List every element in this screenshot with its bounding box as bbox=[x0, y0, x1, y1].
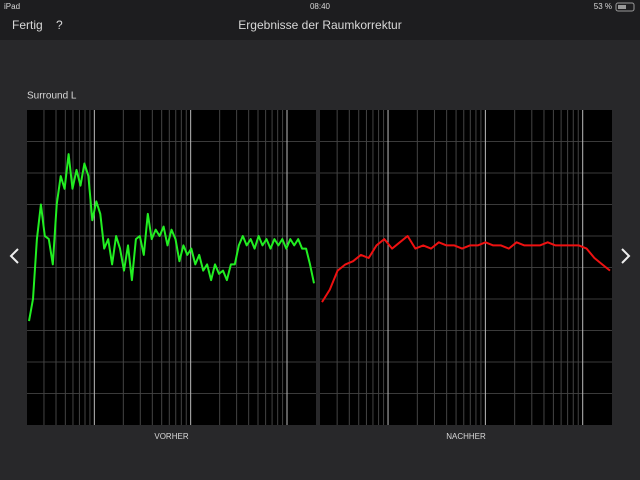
chart-label: VORHER bbox=[154, 432, 188, 441]
top-bar bbox=[0, 0, 640, 40]
next-arrow[interactable] bbox=[621, 248, 631, 264]
battery-icon bbox=[615, 2, 635, 12]
nav-title: Ergebnisse der Raumkorrektur bbox=[238, 18, 401, 32]
prev-arrow[interactable] bbox=[9, 248, 19, 264]
section-label: Surround L bbox=[27, 91, 77, 102]
battery-level bbox=[618, 5, 626, 9]
done-button[interactable]: Fertig bbox=[12, 18, 43, 32]
battery: 53 % bbox=[594, 2, 612, 11]
chart-label: NACHHER bbox=[446, 432, 486, 441]
help-button[interactable]: ? bbox=[56, 18, 63, 32]
clock: 08:40 bbox=[310, 2, 331, 11]
response-curve bbox=[28, 153, 315, 322]
response-curve bbox=[321, 235, 611, 303]
device-name: iPad bbox=[4, 2, 20, 11]
